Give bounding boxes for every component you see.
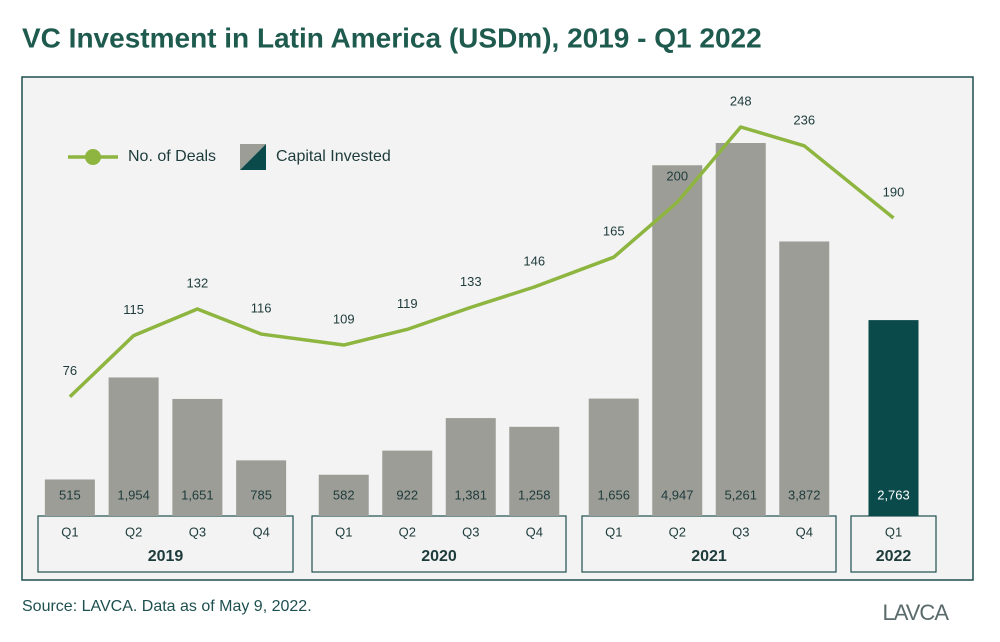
bar-value-label: 2,763 [877,487,910,502]
group-label: 2019 [148,548,184,565]
group-box [581,515,837,573]
deals-label: 115 [123,302,144,317]
bar [236,460,287,516]
deals-label: 109 [333,311,355,326]
group-label: 2020 [421,548,457,565]
x-tick-label: Q4 [526,524,543,539]
bar-value-label: 1,258 [518,487,551,502]
deals-label: 248 [730,93,752,108]
group-box [311,515,567,573]
x-tick-label: Q3 [189,524,206,539]
x-tick-label: Q4 [252,524,269,539]
deals-label: 165 [603,224,625,239]
source-note: Source: LAVCA. Data as of May 9, 2022. [22,598,312,615]
group-label: 2022 [876,548,912,565]
x-tick-label: Q1 [885,524,902,539]
group-box [37,515,294,573]
x-tick-label: Q3 [462,524,479,539]
bar [779,241,830,516]
logo: LAVCA [882,600,949,625]
bar [588,398,639,516]
x-tick-label: Q2 [669,524,686,539]
x-tick-label: Q4 [796,524,813,539]
x-tick-label: Q1 [605,524,622,539]
bar [509,426,560,516]
bar-value-label: 582 [333,487,355,502]
bar-value-label: 515 [59,487,81,502]
bar-value-label: 1,651 [181,487,214,502]
bar-value-label: 5,261 [724,487,757,502]
bar [382,450,433,516]
bar [44,479,95,516]
x-tick-label: Q1 [335,524,352,539]
deals-label: 146 [523,253,545,268]
bar-value-label: 3,872 [788,487,821,502]
deals-label: 132 [187,275,209,290]
deals-line [68,125,895,399]
bar-value-label: 922 [396,487,418,502]
legend-marker [85,149,101,165]
bar-value-label: 4,947 [661,487,694,502]
bar [318,474,369,516]
bar-value-label: 1,381 [454,487,487,502]
bar [172,398,223,516]
deals-label: 236 [793,112,815,127]
bar [652,165,703,516]
legend-label: No. of Deals [128,148,216,165]
x-tick-label: Q1 [61,524,78,539]
x-tick-label: Q2 [399,524,416,539]
deals-label: 116 [251,300,272,315]
deals-label: 119 [397,296,418,311]
legend-label: Capital Invested [276,148,391,165]
group-label: 2021 [691,548,727,565]
deals-label: 76 [63,363,77,378]
chart-title: VC Investment in Latin America (USDm), 2… [22,22,762,53]
bar [108,377,159,516]
deals-label: 190 [883,184,905,199]
bar [715,143,766,516]
bar-value-label: 1,954 [117,487,150,502]
legend-swatch [240,144,266,170]
deals-label: 200 [666,169,688,184]
bar [445,418,496,516]
x-tick-label: Q2 [125,524,142,539]
deals-label: 133 [460,274,482,289]
bar-value-label: 1,656 [597,487,630,502]
bar [868,320,919,516]
x-tick-label: Q3 [732,524,749,539]
bar-value-label: 785 [250,487,272,502]
